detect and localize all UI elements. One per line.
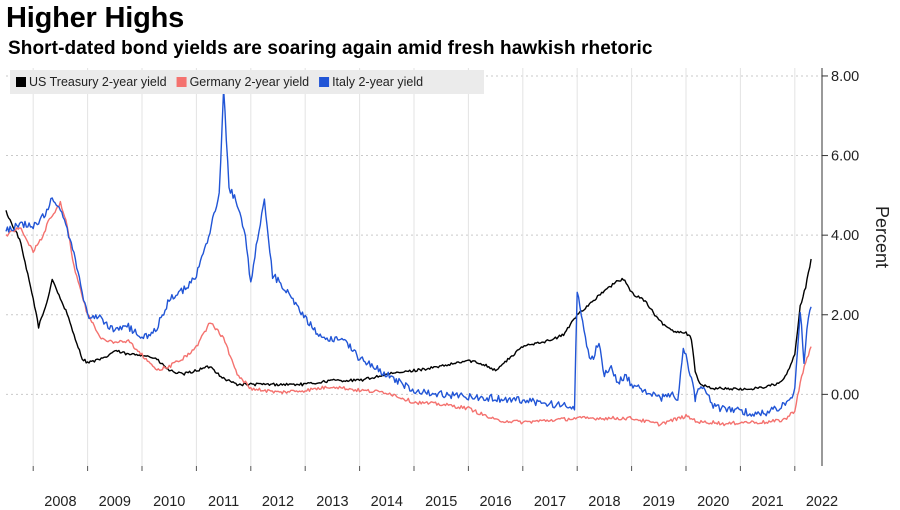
x-tick-label: 2020 (697, 494, 729, 510)
legend-label: US Treasury 2-year yield (29, 75, 167, 89)
x-tick-label: 2017 (534, 494, 566, 510)
legend-swatch (176, 77, 187, 87)
series-line (5, 210, 812, 391)
x-tick-label: 2021 (751, 494, 783, 510)
x-tick-label: 2015 (425, 494, 457, 510)
y-tick-label: 0.00 (831, 387, 859, 403)
x-tick-label: 2008 (44, 494, 76, 510)
y-tick-label: 2.00 (831, 308, 859, 324)
series-line (5, 200, 812, 427)
x-tick-label: 2018 (588, 494, 620, 510)
y-axis-title: Percent (872, 206, 892, 268)
x-tick-label: 2009 (99, 494, 131, 510)
gridlines (6, 68, 823, 466)
chart-subtitle: Short-dated bond yields are soaring agai… (8, 38, 653, 59)
chart-title: Higher Highs (6, 2, 185, 34)
y-tick-label: 8.00 (831, 69, 859, 85)
series-lines (5, 88, 812, 427)
legend: US Treasury 2-year yield Germany 2-year y… (10, 70, 484, 94)
legend-label: Italy 2-year yield (332, 75, 423, 89)
x-tick-label: 2019 (643, 494, 675, 510)
legend-swatch (319, 77, 330, 87)
series-line (5, 88, 812, 417)
axes: 0.00 2.00 4.00 6.00 8.00 2008 2009 2010 2011 2012… (32, 68, 892, 510)
x-tick-label: 2016 (479, 494, 511, 510)
legend-swatch (16, 77, 26, 87)
x-tick-label: 2022 (806, 494, 838, 510)
x-tick-label: 2010 (153, 494, 185, 510)
x-tick-label: 2012 (262, 494, 294, 510)
legend-label: Germany 2-year yield (190, 75, 310, 89)
legend-box (10, 70, 484, 94)
y-tick-label: 4.00 (831, 228, 859, 244)
y-tick-label: 6.00 (831, 149, 859, 165)
x-tick-label: 2014 (371, 494, 403, 510)
x-tick-label: 2013 (316, 494, 348, 510)
x-tick-label: 2011 (208, 494, 239, 510)
